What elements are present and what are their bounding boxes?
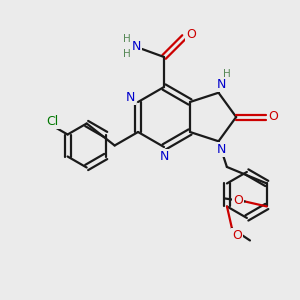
Text: N: N [217,143,226,156]
Text: N: N [159,149,169,163]
Text: O: O [268,110,278,124]
Text: O: O [186,28,196,41]
Text: H: H [123,49,131,59]
Text: N: N [131,40,141,53]
Text: Cl: Cl [46,115,59,128]
Text: N: N [217,78,226,91]
Text: N: N [126,91,135,104]
Text: H: H [223,69,231,79]
Text: H: H [123,34,131,44]
Text: O: O [232,229,242,242]
Text: O: O [233,194,243,207]
